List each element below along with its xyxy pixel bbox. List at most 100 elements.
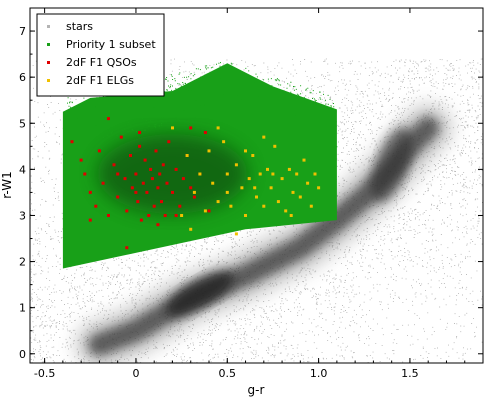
qso-point	[116, 172, 120, 176]
qso-point	[171, 190, 174, 194]
elg-point	[171, 126, 174, 130]
elg-point	[266, 167, 269, 171]
y-tick-label: 5	[19, 117, 26, 130]
elg-series	[171, 126, 321, 236]
plot-area	[30, 58, 483, 363]
y-tick-label: 1	[19, 302, 26, 315]
qso-point	[134, 172, 138, 176]
elg-point	[262, 135, 266, 139]
elg-point	[192, 190, 196, 194]
stars-dense-upper	[371, 126, 412, 203]
elg-point	[244, 149, 247, 153]
qso-point	[116, 195, 120, 199]
qso-point	[88, 190, 92, 194]
qso-series	[70, 117, 211, 250]
elg-point	[306, 181, 310, 185]
qso-point	[125, 246, 129, 250]
x-tick-label: 1.0	[310, 367, 328, 380]
y-tick-label: 6	[19, 71, 26, 84]
priority-series	[62, 62, 338, 269]
elg-point	[222, 140, 226, 144]
elg-point	[216, 200, 220, 204]
elg-point	[287, 167, 291, 171]
qso-point	[178, 204, 182, 208]
elg-point	[225, 172, 229, 176]
legend-label: 2dF F1 ELGs	[66, 74, 134, 87]
qso-point	[152, 204, 156, 208]
qso-point	[161, 163, 165, 167]
x-axis-label: g-r	[248, 383, 265, 397]
y-axis: 0 1 2 3 4 5 6 7	[19, 25, 483, 361]
elg-point	[240, 186, 244, 190]
qso-point	[207, 209, 211, 213]
qso-point	[158, 172, 162, 176]
qso-point	[123, 177, 127, 181]
y-axis-label: r-W1	[0, 171, 14, 199]
qso-point	[154, 149, 158, 153]
elg-point	[211, 181, 215, 185]
qso-point	[181, 177, 185, 181]
legend-marker	[47, 25, 50, 28]
elg-point	[216, 126, 220, 130]
qso-point	[165, 181, 169, 185]
elg-point	[298, 195, 302, 199]
elg-point	[284, 209, 288, 213]
elg-point	[271, 172, 275, 176]
elg-point	[203, 209, 207, 213]
legend-label: Priority 1 subset	[66, 38, 156, 51]
y-tick-label: 2	[19, 256, 26, 269]
elg-point	[207, 149, 211, 153]
elg-point	[313, 172, 317, 176]
qso-point	[149, 167, 153, 171]
qso-point	[160, 200, 163, 204]
elg-point	[309, 204, 313, 208]
elg-point	[244, 214, 247, 217]
qso-point	[125, 209, 129, 213]
elg-point	[276, 200, 280, 204]
priority-speckle	[62, 62, 338, 148]
elg-point	[229, 204, 233, 208]
qso-point	[203, 131, 207, 134]
qso-point	[134, 190, 138, 194]
qso-point	[129, 154, 132, 157]
legend-label: stars	[66, 20, 93, 33]
legend-marker	[47, 61, 50, 64]
plot-frame	[29, 7, 484, 364]
qso-point	[97, 149, 101, 153]
qso-point	[145, 190, 149, 194]
x-tick-label: 0.5	[219, 367, 237, 380]
elg-point	[253, 186, 257, 190]
elg-point	[180, 214, 184, 217]
qso-point	[107, 117, 110, 121]
qso-point	[139, 218, 143, 222]
qso-point	[141, 181, 145, 185]
qso-point	[189, 186, 193, 190]
elg-point	[280, 177, 284, 181]
elg-point	[255, 195, 258, 199]
qso-point	[167, 140, 171, 144]
x-axis: -0.5 0 0.5 1.0 1.5	[34, 8, 466, 380]
priority-dense-core	[97, 133, 248, 214]
qso-point	[138, 144, 142, 148]
elg-point	[269, 186, 273, 190]
x-tick-label: -0.5	[34, 367, 55, 380]
qso-point	[94, 204, 98, 208]
y-tick-label: 0	[19, 348, 26, 361]
qso-point	[156, 186, 160, 190]
stars-series	[30, 58, 483, 363]
y-tick-label: 4	[19, 163, 26, 176]
elg-point	[185, 154, 189, 157]
elg-point	[291, 190, 295, 194]
qso-point	[107, 214, 110, 217]
qso-point	[101, 181, 105, 185]
qso-point	[119, 135, 123, 139]
elg-point	[189, 227, 193, 231]
elg-point	[258, 172, 262, 176]
qso-point	[70, 140, 74, 144]
qso-point	[130, 186, 134, 190]
x-tick-label: 1.5	[401, 367, 419, 380]
qso-point	[136, 200, 140, 204]
qso-point	[138, 131, 142, 134]
